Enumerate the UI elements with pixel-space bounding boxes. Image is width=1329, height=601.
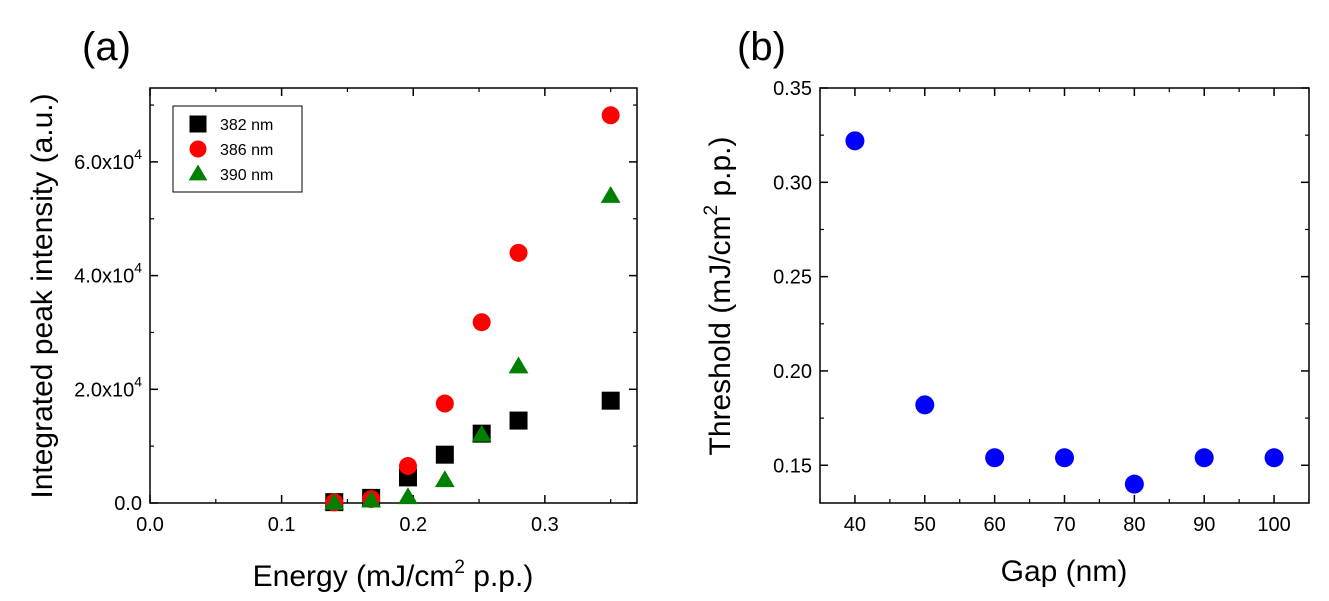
panel-b-label: (b) [737,25,786,69]
panel-a-data-points [324,106,621,512]
panel-b-chart: (b) 0.15 0.20 0.25 0.30 0.35 40 50 60 70 80 90 100… [701,25,1310,588]
data-point [601,106,620,125]
x-tick-label: 40 [844,514,866,536]
x-tick-label: 80 [1123,514,1145,536]
panel-a-x-axis-title: Energy (mJ/cm2 p.p.) [253,557,534,593]
legend-marker [189,115,207,133]
panel-a-plot-frame [149,87,638,504]
data-point [508,356,529,374]
data-point [600,185,621,203]
panel-b-data-points [845,131,1284,494]
y-tick-label-base: 6.0x10 [74,152,134,174]
y-tick-label: 0.35 [773,78,812,100]
x-tick-label: 0.1 [268,514,296,536]
data-point [1055,448,1074,468]
y-tick-label-exponent: 4 [134,373,142,389]
x-tick-label: 90 [1193,514,1215,536]
panel-b-y-axis-title: Threshold (mJ/cm2 p.p.) [701,137,737,456]
data-point [1194,448,1214,468]
y-tick-label: 0.25 [773,267,812,289]
data-point [915,395,935,415]
y-tick-label-exponent: 4 [134,146,142,162]
data-point [509,243,528,262]
data-point [472,313,491,332]
legend-marker [189,140,207,158]
y-tick-label: 0.20 [773,361,812,383]
panel-a-ticks [149,88,637,504]
panel-a-label: (a) [82,25,131,69]
y-tick-label: 4.0x104 [74,260,142,288]
panel-b-x-tick-labels: 40 50 60 70 80 90 100 [844,514,1291,536]
x-tick-label: 50 [914,514,936,536]
x-tick-label: 0.3 [531,514,559,536]
legend-marker [188,164,208,181]
y-tick-label: 0.30 [773,172,812,194]
panel-a-x-tick-labels: 0.0 0.1 0.2 0.3 [136,514,559,536]
y-tick-label: 2.0x104 [74,373,142,401]
data-point [398,487,418,505]
data-point [471,424,492,442]
legend-label: 390 nm [220,167,273,184]
y-tick-label-exponent: 4 [134,260,142,276]
panel-a-y-axis-title: Integrated peak intensity (a.u.) [26,93,59,498]
x-tick-label: 0.0 [136,514,164,536]
data-point [845,131,865,151]
y-tick-label-base: 2.0x10 [74,379,134,401]
x-tick-label: 100 [1257,514,1290,536]
legend-label: 382 nm [220,117,273,134]
data-point [361,490,382,508]
data-point [324,492,345,510]
panel-b-y-tick-labels: 0.15 0.20 0.25 0.30 0.35 [773,78,812,477]
data-point [509,411,528,430]
legend-items: 382 nm 386 nm 390 nm [188,115,273,184]
panel-b-x-axis-title: Gap (nm) [1001,555,1128,588]
data-point [398,457,417,476]
x-tick-label: 60 [984,514,1006,536]
x-tick-label: 70 [1053,514,1075,536]
panel-b-ticks [819,87,1310,503]
y-tick-label: 6.0x104 [74,146,142,174]
data-point [1124,474,1144,494]
data-point [434,470,455,488]
data-point [435,445,454,464]
data-point [1264,448,1284,468]
data-point [435,394,454,413]
y-tick-label-base: 4.0x10 [74,266,134,288]
y-tick-label-base: 0.0 [114,493,142,515]
x-tick-label: 0.2 [399,514,427,536]
data-point [985,448,1005,468]
y-tick-label: 0.15 [773,455,812,477]
panel-b-plot-frame [819,87,1310,504]
legend-label: 386 nm [220,142,273,159]
data-point [601,391,620,410]
y-tick-label: 0.0 [114,493,142,515]
legend: 382 nm 386 nm 390 nm [172,105,303,193]
